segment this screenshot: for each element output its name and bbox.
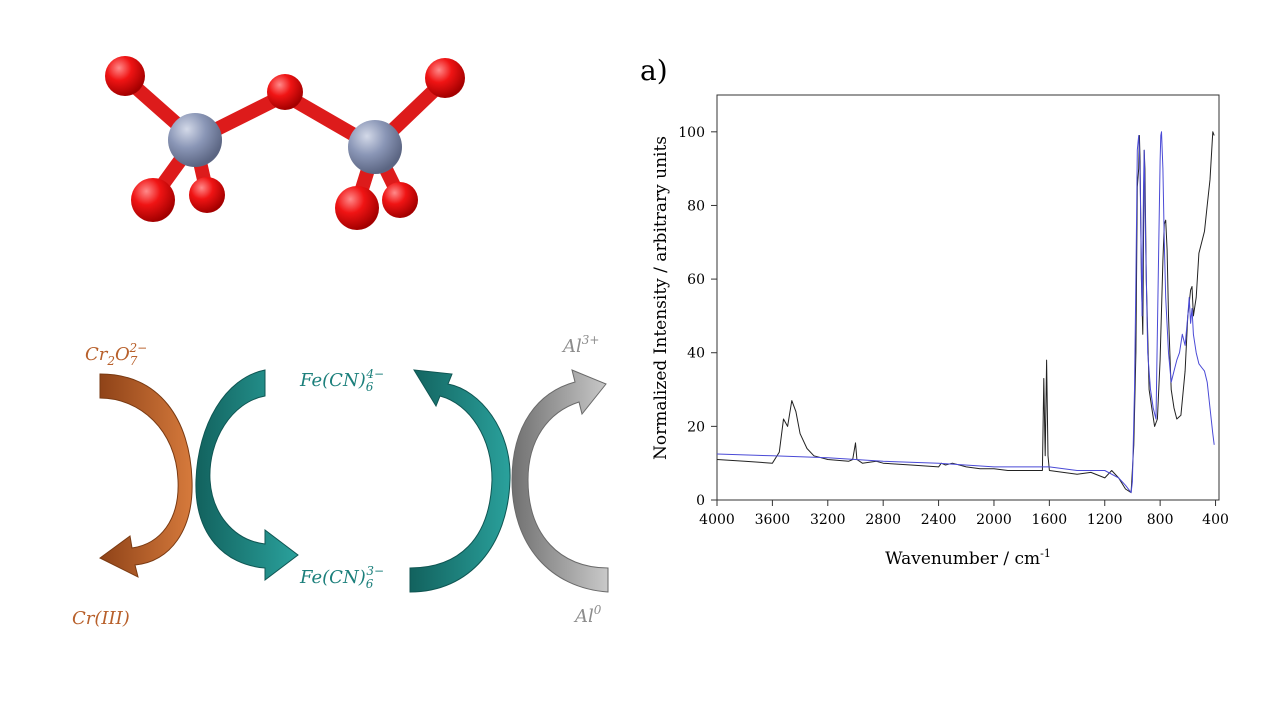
y-tick-label: 100: [678, 125, 705, 141]
chromium-atom: [168, 113, 222, 167]
x-axis-ticks: 4000 3600 3200 2800 2400 2000 1600 1200 800 400: [699, 500, 1229, 528]
spectrum-line-2: [716, 131, 1215, 494]
panel-label: a): [640, 54, 668, 87]
x-tick-label: 3200: [810, 512, 846, 528]
oxygen-atom: [382, 182, 418, 218]
oxygen-atom: [425, 58, 465, 98]
oxygen-atom: [105, 56, 145, 96]
x-tick-label: 400: [1202, 512, 1229, 528]
y-tick-label: 80: [687, 198, 705, 214]
ferrocyanide-label: Fe(CN)64−: [299, 367, 384, 394]
redox-cycle-diagram: Cr2O72− Cr(III) Fe(CN)64− Fe(CN)63− Al3+…: [72, 333, 609, 629]
x-tick-label: 1200: [1087, 512, 1123, 528]
spectrum-line-1: [716, 131, 1215, 494]
x-axis-label: Wavenumber / cm-1: [885, 547, 1051, 569]
aluminium-oxidation-arrow: [511, 369, 609, 593]
dichromate-molecule-model: [105, 56, 465, 230]
x-tick-label: 3600: [755, 512, 791, 528]
plot-frame: [716, 94, 1220, 501]
y-axis-ticks: 0 20 40 60 80 100: [678, 125, 717, 509]
ferricyanide-reduction-arrow: [409, 369, 511, 593]
aluminium-zero-label: Al0: [573, 603, 602, 627]
oxygen-atom: [131, 178, 175, 222]
ferrocyanide-oxidation-arrow: [195, 369, 299, 582]
x-tick-label: 1600: [1032, 512, 1068, 528]
y-axis-label: Normalized Intensity / arbitrary units: [651, 136, 671, 460]
y-tick-label: 0: [696, 493, 705, 509]
x-tick-label: 800: [1147, 512, 1174, 528]
y-tick-label: 60: [687, 272, 705, 288]
oxygen-atom: [335, 186, 379, 230]
dichromate-label: Cr2O72−: [85, 341, 147, 368]
ferricyanide-label: Fe(CN)63−: [299, 564, 384, 591]
x-tick-label: 2400: [921, 512, 957, 528]
oxygen-atom-bridge: [267, 74, 303, 110]
x-tick-label: 4000: [699, 512, 735, 528]
chromium-iii-label: Cr(III): [72, 608, 130, 629]
x-tick-label: 2800: [865, 512, 901, 528]
oxygen-atom: [189, 177, 225, 213]
spectrum-series: [716, 131, 1215, 494]
x-tick-label: 2000: [976, 512, 1012, 528]
dichromate-reduction-arrow: [99, 373, 193, 578]
aluminium-3plus-label: Al3+: [561, 333, 599, 357]
ir-spectrum-chart: a) 4000 3600 3200 2800 2400 2000 1600 1200 800 40…: [640, 54, 1229, 569]
y-tick-label: 40: [687, 346, 705, 362]
y-tick-label: 20: [687, 419, 705, 435]
chromium-atom: [348, 120, 402, 174]
